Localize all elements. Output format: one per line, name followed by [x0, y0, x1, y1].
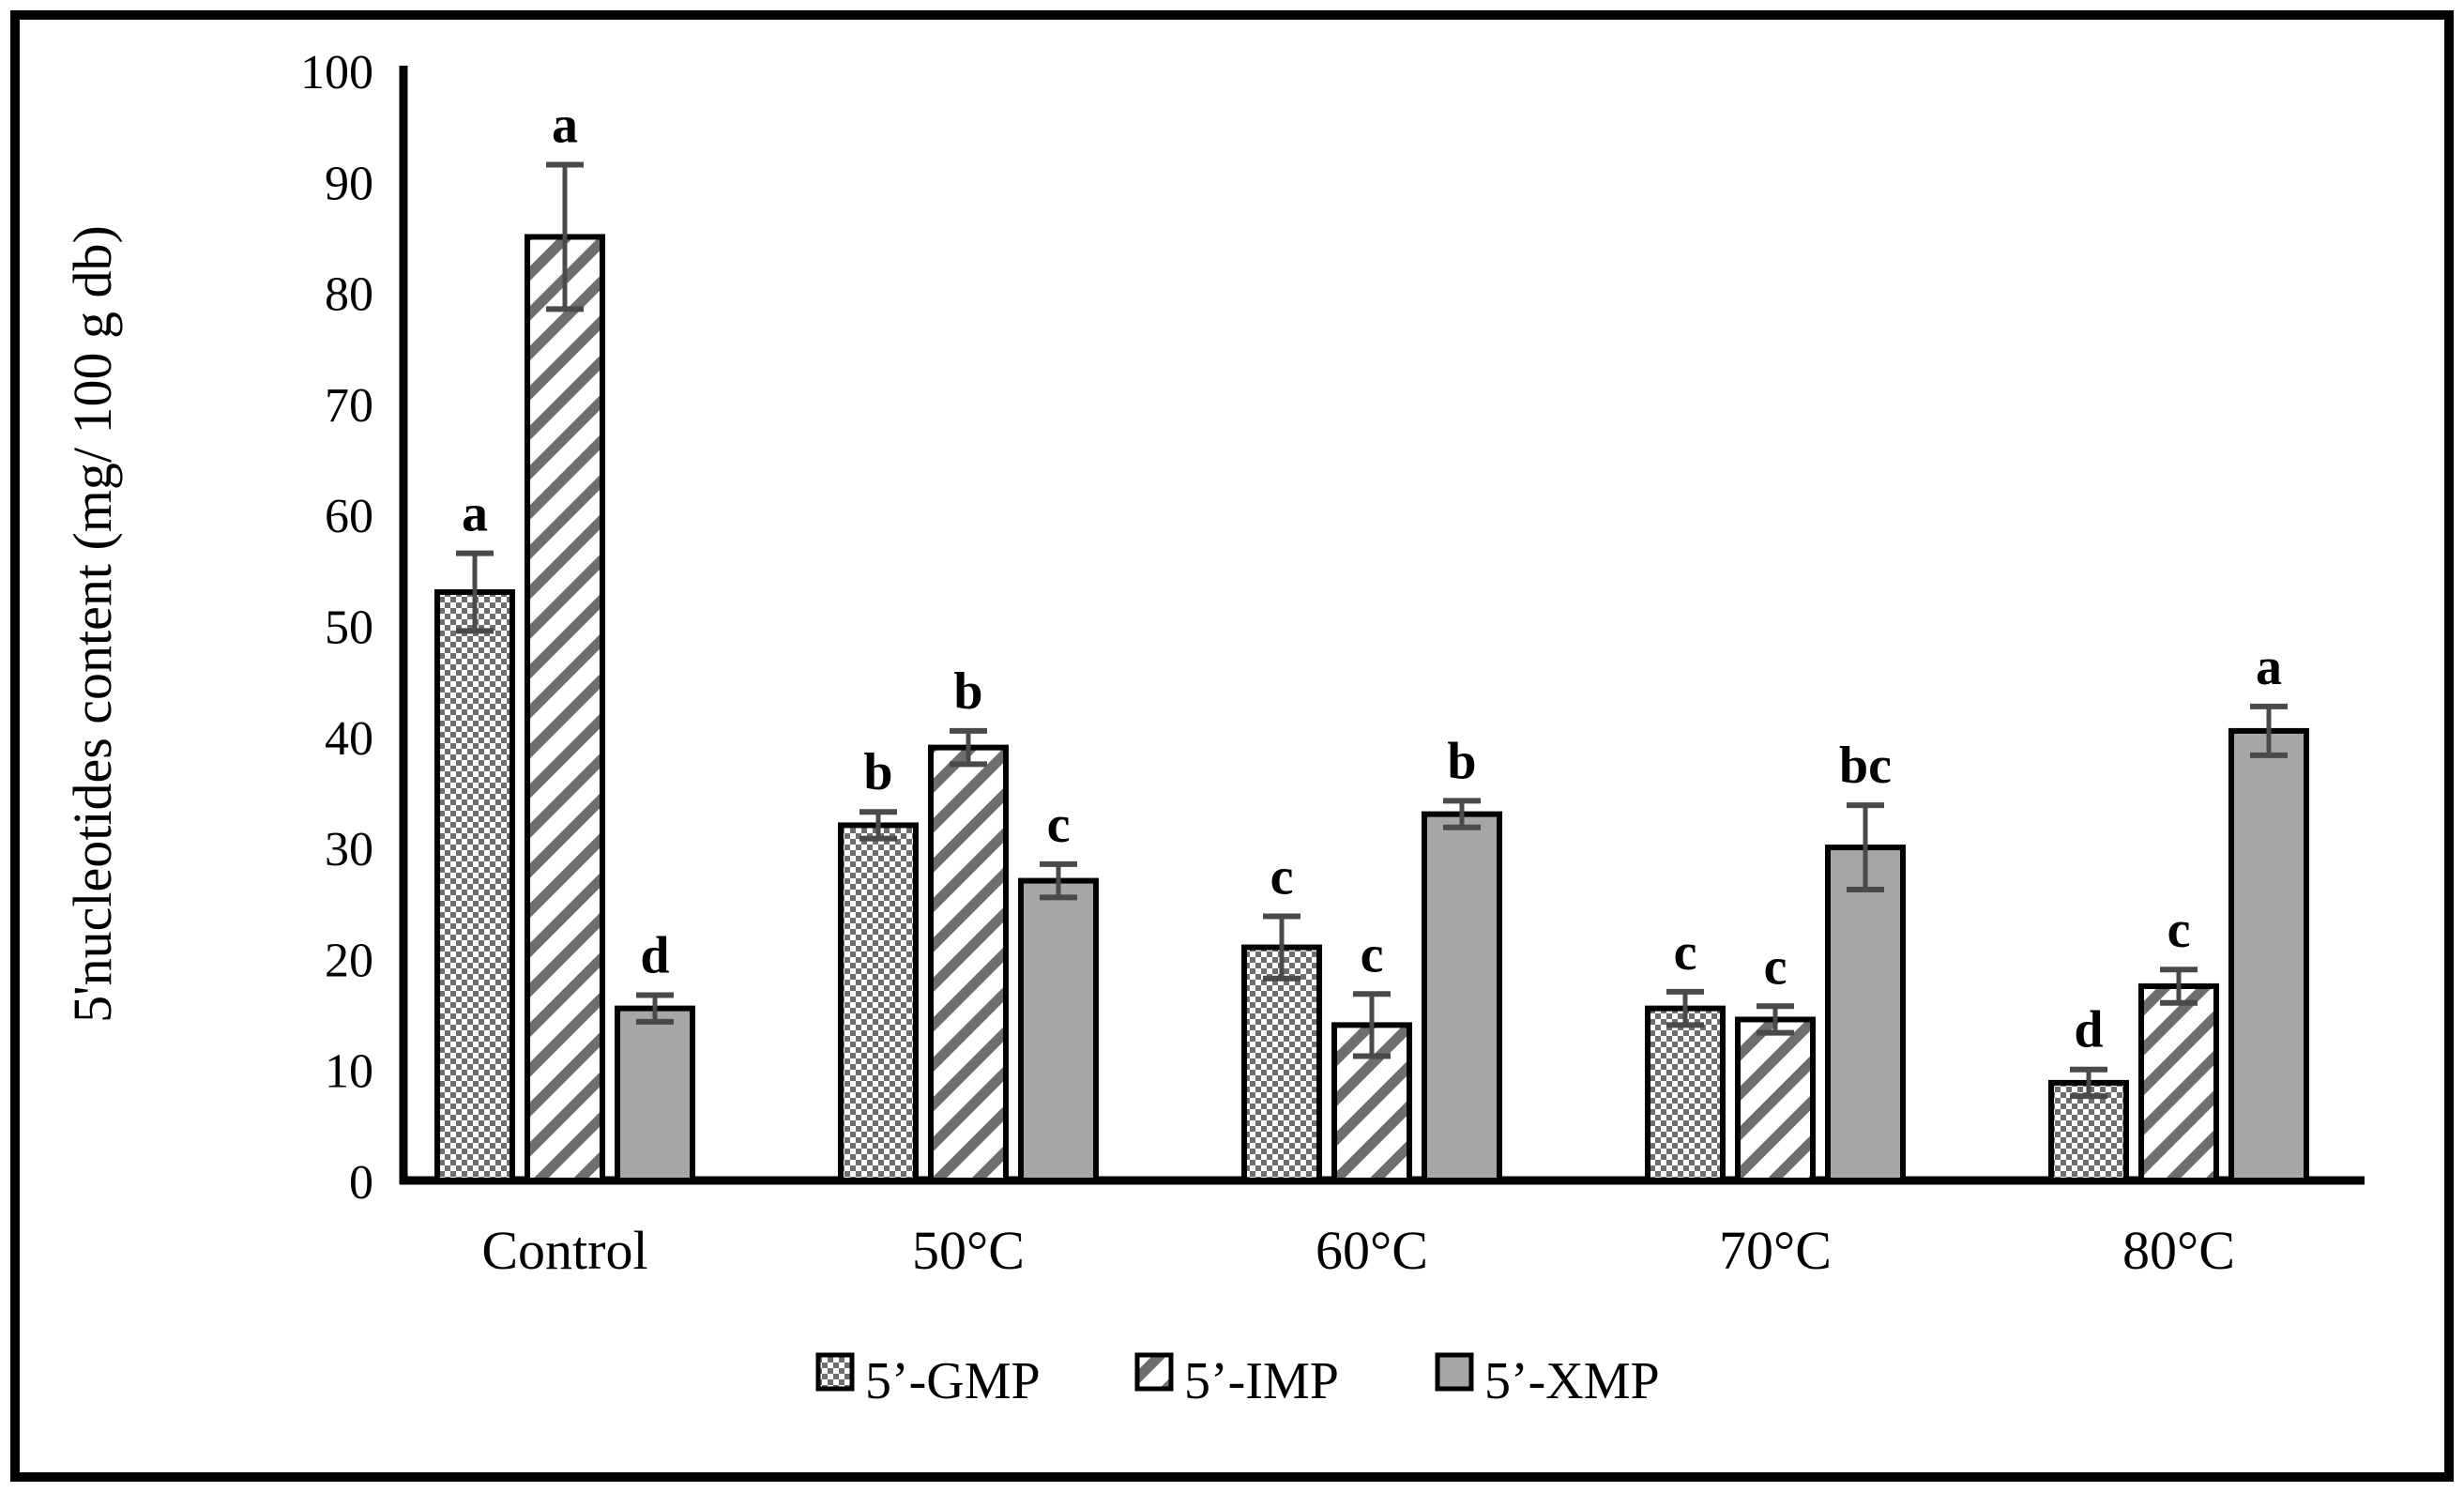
- bar-xmp-4: [1825, 845, 1906, 1183]
- significance-letter: c: [1361, 925, 1384, 983]
- legend-item: 5’-XMP: [1435, 1352, 1660, 1410]
- x-category-label: 60°C: [1316, 1220, 1428, 1281]
- legend-label: 5’-IMP: [1184, 1352, 1339, 1410]
- y-tick-label: 50: [325, 601, 373, 655]
- legend-swatch-imp: [1134, 1352, 1174, 1392]
- legend-label: 5’-GMP: [865, 1352, 1041, 1410]
- bar-gmp-3: [1241, 944, 1322, 1183]
- y-tick-label: 70: [325, 379, 373, 433]
- significance-letter: a: [462, 485, 488, 543]
- significance-letter: c: [1270, 847, 1294, 906]
- significance-letter: b: [863, 743, 892, 801]
- figure-border-rect: [10, 10, 2454, 1482]
- significance-letter: a: [2256, 638, 2282, 696]
- y-tick-label: 80: [325, 268, 373, 322]
- significance-letter: d: [640, 926, 669, 984]
- y-tick-label: 10: [325, 1045, 373, 1099]
- y-tick-label: 100: [300, 46, 373, 99]
- x-category-label: Control: [481, 1220, 647, 1281]
- significance-letter: c: [2167, 901, 2191, 959]
- legend-swatch-gmp: [815, 1352, 855, 1392]
- bar-gmp-2: [838, 822, 919, 1183]
- x-category-label: 80°C: [2122, 1220, 2235, 1281]
- bar-xmp-2: [1018, 877, 1099, 1184]
- significance-letter: a: [552, 97, 578, 155]
- bar-xmp-5: [2228, 727, 2309, 1183]
- bar-imp-5: [2138, 982, 2219, 1183]
- significance-letter: b: [953, 662, 982, 721]
- significance-letter: bc: [1839, 737, 1892, 795]
- bar-imp-4: [1735, 1016, 1816, 1183]
- y-tick-label: 40: [325, 712, 373, 766]
- legend-item: 5’-IMP: [1134, 1352, 1339, 1410]
- y-axis-title: 5'nucleotides content (mg/ 100 g db): [62, 225, 123, 1023]
- y-tick-label: 20: [325, 934, 373, 987]
- legend-item: 5’-GMP: [815, 1352, 1041, 1410]
- legend-label: 5’-XMP: [1484, 1352, 1660, 1410]
- significance-letter: c: [1047, 796, 1071, 854]
- bar-imp-1: [525, 234, 605, 1183]
- y-tick-label: 30: [325, 823, 373, 876]
- y-tick-label: 0: [349, 1156, 373, 1210]
- bar-gmp-5: [2048, 1079, 2129, 1183]
- y-tick-label: 90: [325, 157, 373, 210]
- x-category-label: 50°C: [912, 1220, 1025, 1281]
- legend-swatch-xmp: [1435, 1352, 1474, 1392]
- bar-xmp-1: [615, 1005, 695, 1184]
- significance-letter: b: [1447, 732, 1476, 790]
- labels-layer: 0 10 20 30 40 50 60 70 80 90 100 Control 50°C 60°C 70°…: [62, 46, 2235, 1281]
- bar-gmp-1: [434, 589, 515, 1183]
- significance-letter: d: [2074, 1001, 2103, 1059]
- significance-letter: c: [1674, 923, 1697, 982]
- y-tick-label: 60: [325, 490, 373, 543]
- significance-letter: c: [1764, 937, 1787, 996]
- bar-imp-2: [928, 744, 1009, 1183]
- legend: 5’-GMP 5’-IMP 5’-XMP: [815, 1352, 1660, 1410]
- bar-xmp-3: [1422, 811, 1502, 1183]
- x-category-label: 70°C: [1719, 1220, 1832, 1281]
- figure-border: [10, 10, 2454, 1482]
- bar-gmp-4: [1645, 1005, 1726, 1184]
